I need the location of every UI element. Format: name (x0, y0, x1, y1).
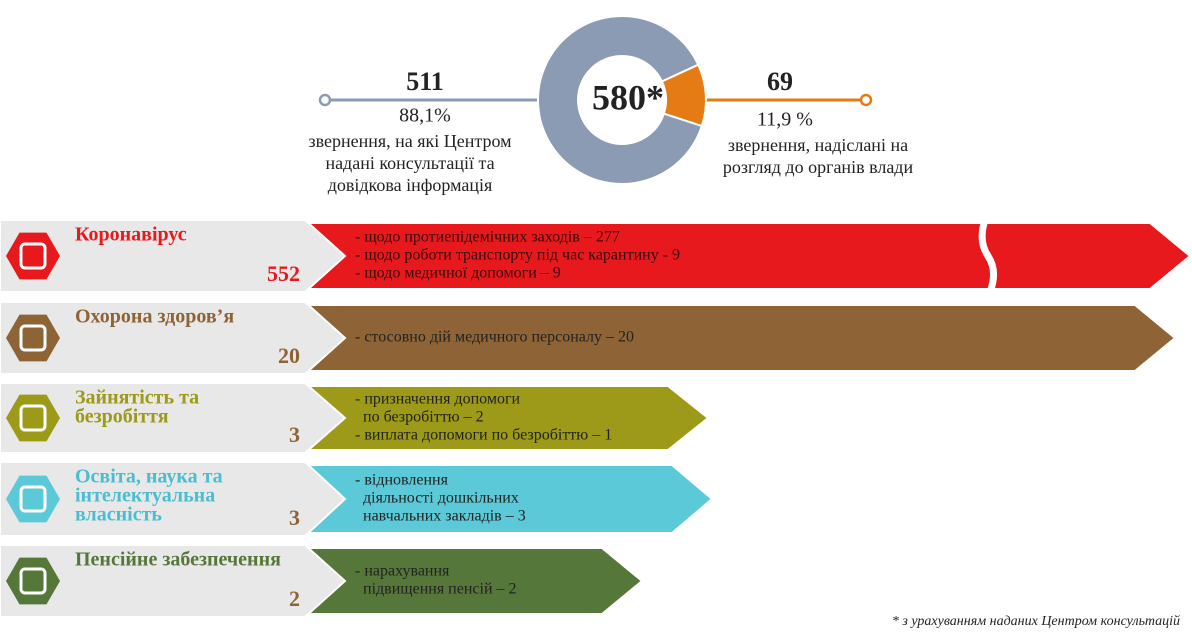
left-description: звернення, на які Центром (308, 131, 511, 151)
category-title: Пенсійне забезпечення (75, 549, 281, 571)
right-dot (859, 93, 873, 107)
rows: Коронавірус 552 - щодо протиепідемічних за… (0, 218, 1192, 618)
category-item: навчальних закладів – 3 (355, 508, 526, 525)
category-item: - призначення допомоги (355, 391, 521, 408)
category-item: - нарахування (355, 563, 450, 580)
right-description: розгляд до органів влади (723, 157, 914, 177)
category-count: 2 (289, 586, 300, 611)
label-panel (0, 544, 347, 618)
category-title: Зайнятість та (75, 387, 199, 409)
right-percent: 11,9 % (757, 109, 813, 131)
label-panel (0, 301, 347, 375)
row: Пенсійне забезпечення 2 - нарахування підв… (0, 544, 644, 618)
category-count: 552 (267, 261, 300, 286)
category-title: інтелектуальна (75, 485, 215, 507)
category-title: Освіта, наука та (75, 466, 223, 488)
left-description: довідкова інформація (328, 175, 493, 195)
donut (537, 15, 707, 185)
icon-glyph (19, 485, 47, 513)
left-dot (318, 93, 332, 107)
icon-glyph (19, 242, 47, 270)
footnote: * з урахуванням наданих Центром консульт… (892, 614, 1180, 629)
category-count: 3 (289, 505, 300, 530)
left-value: 511 (406, 67, 444, 96)
row: Коронавірус 552 - щодо протиепідемічних за… (0, 218, 1192, 294)
category-item: - щодо протиепідемічних заходів – 277 (355, 229, 620, 246)
donut-segment (660, 63, 707, 128)
category-title: безробіття (75, 406, 169, 428)
category-item: - стосовно дій медичного персоналу – 20 (355, 329, 634, 346)
label-panel (0, 461, 347, 537)
icon-hexagon (6, 232, 60, 280)
category-title: Коронавірус (75, 224, 187, 246)
right-value: 69 (767, 67, 793, 96)
category-item: діяльності дошкільних (355, 490, 519, 507)
icon-hexagon (6, 475, 60, 523)
label-panel (0, 382, 347, 454)
donut-segment (537, 15, 704, 185)
bar-break (978, 218, 997, 294)
left-percent: 88,1% (399, 105, 451, 127)
category-item: - щодо роботи транспорту під час каранти… (355, 247, 680, 264)
category-title: власність (75, 504, 162, 526)
icon-hexagon (6, 394, 60, 442)
icon-glyph (19, 567, 47, 595)
category-count: 20 (278, 343, 300, 368)
category-title: Охорона здоров’я (75, 306, 234, 328)
category-count: 3 (289, 422, 300, 447)
left-description: надані консультації та (325, 153, 494, 173)
category-item: - відновлення (355, 472, 449, 489)
category-item: по безробіттю – 2 (355, 409, 484, 426)
category-item: - щодо медичної допомоги – 9 (355, 265, 561, 282)
label-panel (0, 219, 347, 293)
category-item: підвищення пенсій – 2 (355, 581, 517, 598)
category-item: - виплата допомоги по безробіттю – 1 (355, 427, 612, 444)
total: 580* (592, 77, 664, 117)
icon-glyph (19, 404, 47, 432)
icon-glyph (19, 324, 47, 352)
right-description: звернення, надіслані на (728, 135, 908, 155)
row: Охорона здоров’я 20 - стосовно дій медично… (0, 301, 1177, 375)
icon-hexagon (6, 557, 60, 605)
icon-hexagon (6, 314, 60, 362)
